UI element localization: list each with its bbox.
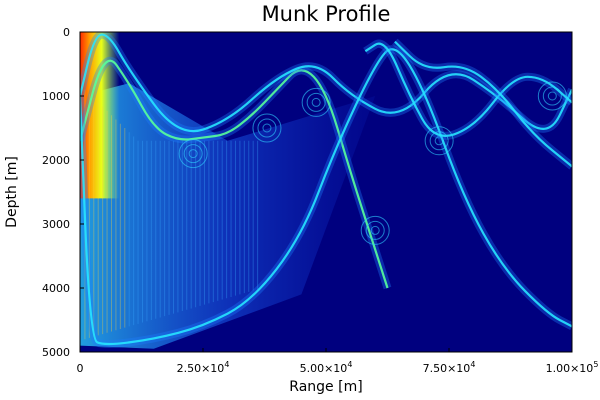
y-tick-label: 3000 xyxy=(42,218,70,231)
interference-ring xyxy=(188,149,198,159)
interference-ring xyxy=(429,131,449,151)
interference-ring xyxy=(301,87,331,117)
ray-path xyxy=(394,40,572,168)
y-tick-label: 0 xyxy=(63,26,70,39)
x-axis-label: Range [m] xyxy=(289,379,362,395)
interference-ring xyxy=(306,92,326,112)
heatmap-marks xyxy=(80,32,572,349)
x-tick-label: 7.50×104 xyxy=(423,360,476,375)
interference-ring xyxy=(542,86,562,106)
ray-path xyxy=(364,42,572,137)
x-tick-label: 0 xyxy=(77,362,84,375)
interference-ring xyxy=(178,139,208,169)
y-tick-label: 2000 xyxy=(42,154,70,167)
interference-ring xyxy=(365,220,385,240)
ray-path xyxy=(80,33,572,133)
chart-title: Munk Profile xyxy=(262,2,391,26)
interference-ring xyxy=(434,136,444,146)
interference-ring xyxy=(257,118,277,138)
y-axis-ticks: 0 1000 2000 3000 4000 5000 xyxy=(42,26,84,359)
x-tick-label: 1.00×105 xyxy=(546,360,599,375)
interference-ring xyxy=(547,91,557,101)
y-tick-label: 5000 xyxy=(42,346,70,359)
interference-ring xyxy=(537,81,567,111)
interference-ring xyxy=(360,215,390,245)
energy-fan xyxy=(80,83,376,349)
interference-ring xyxy=(311,97,321,107)
y-axis-label: Depth [m] xyxy=(4,156,20,228)
interference-ring xyxy=(252,113,282,143)
ray-path xyxy=(80,59,389,289)
interference-ring xyxy=(370,225,380,235)
interference-ring xyxy=(183,144,203,164)
plot-area xyxy=(79,31,573,353)
x-tick-label: 2.50×104 xyxy=(177,360,230,375)
interference-ring xyxy=(262,123,272,133)
x-tick-label: 5.00×104 xyxy=(300,360,353,375)
ray-path xyxy=(80,48,572,346)
y-tick-label: 1000 xyxy=(42,90,70,103)
interference-ring xyxy=(424,126,454,156)
x-axis-ticks: 0 2.50×104 5.00×104 7.50×104 1.00×105 xyxy=(77,348,599,375)
y-tick-label: 4000 xyxy=(42,282,70,295)
